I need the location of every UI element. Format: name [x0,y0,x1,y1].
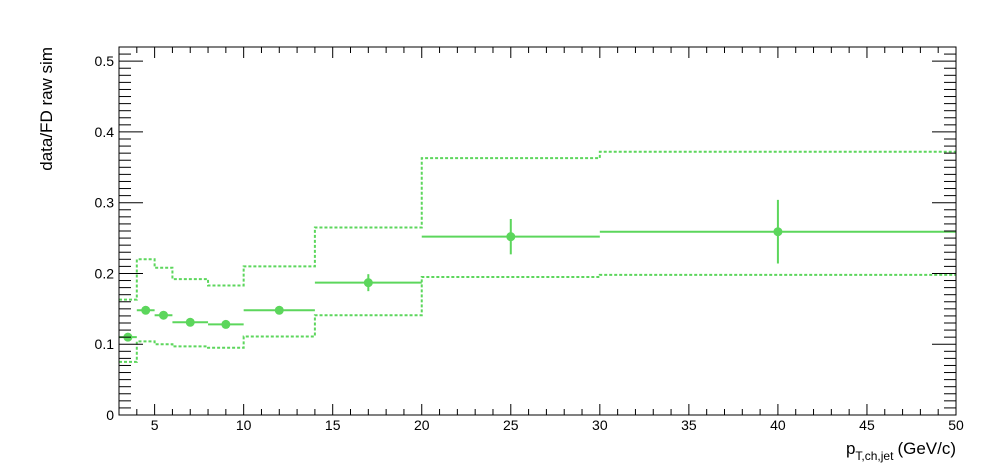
point-marker [159,310,169,320]
x-tick-label: 15 [325,417,341,433]
x-tick-label: 20 [414,417,430,433]
data-points [119,199,956,342]
point-marker [221,319,231,329]
x-tick-label: 35 [681,417,697,433]
point-marker [506,232,516,242]
band-upper-line [119,150,956,301]
x-tick-label: 5 [151,417,159,433]
band-lower-line [119,273,956,363]
y-tick-label: 0.5 [95,53,115,69]
x-tick-label: 30 [592,417,608,433]
x-axis: 5 10 15 20 25 30 35 40 45 50 [118,47,964,433]
y-tick-label: 0.1 [95,336,115,352]
y-tick-label: 0.3 [95,195,115,211]
data-point [136,305,155,315]
x-axis-label-unit: (GeV/c) [897,439,956,458]
point-marker [773,227,783,237]
data-point [314,274,422,292]
point-marker [363,278,373,288]
systematic-upper-band [119,150,956,301]
y-tick-label: 0.2 [95,265,115,281]
point-marker [141,305,151,315]
x-axis-label-main: p [846,439,855,458]
x-tick-label: 40 [770,417,786,433]
data-point [243,305,315,315]
point-marker [185,317,195,327]
x-axis-label-sub: T,ch,jet [855,449,894,463]
point-marker [274,305,284,315]
x-axis-label: pT,ch,jet (GeV/c) [846,439,956,463]
data-point [154,310,173,320]
data-point [599,199,956,264]
x-tick-label: 50 [948,417,964,433]
x-tick-label: 25 [503,417,519,433]
x-tick-label: 45 [859,417,875,433]
x-tick-label: 10 [236,417,252,433]
y-axis-label: data/FD raw sim [37,47,56,171]
y-tick-label: 0 [106,407,114,423]
systematic-lower-band [119,273,956,363]
y-axis: 0 0.1 0.2 0.3 0.4 0.5 [95,46,956,423]
data-point [421,218,600,255]
data-point [172,317,209,327]
data-point [208,319,244,329]
y-tick-label: 0.4 [95,124,115,140]
